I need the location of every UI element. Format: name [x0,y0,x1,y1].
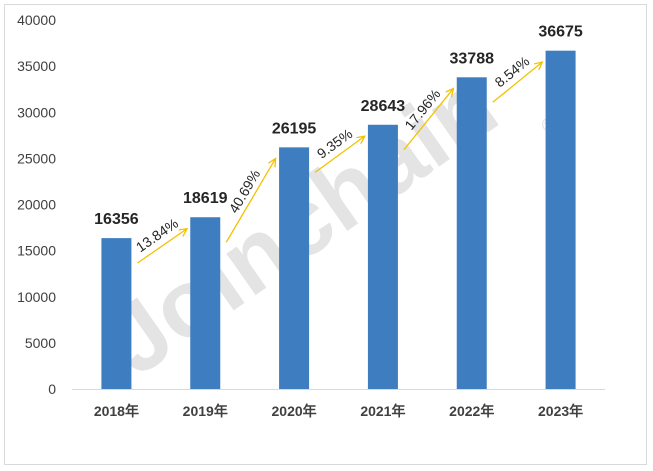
growth-label: 8.54% [492,53,533,90]
data-label: 33788 [450,50,495,67]
growth-arrow [403,89,453,151]
data-label: 16356 [94,211,139,228]
y-tick-label: 25000 [17,150,56,166]
x-tick-label: 2022年 [449,403,494,419]
x-axis: 2018年 2019年 2020年 2021年 2022年 2023年 [94,403,583,419]
data-label: 18619 [183,190,228,207]
x-tick-label: 2019年 [183,403,228,419]
y-tick-label: 0 [48,381,56,397]
y-axis: 0 5000 10000 15000 20000 25000 30000 35000 40000 [17,12,56,397]
data-label: 36675 [538,24,583,41]
y-tick-label: 20000 [17,197,56,213]
x-tick-label: 2021年 [360,403,405,419]
x-tick-label: 2020年 [272,403,317,419]
y-tick-label: 40000 [17,12,56,28]
growth-arrow [137,229,186,264]
bar [101,238,132,389]
x-tick-label: 2023年 [538,403,583,419]
bar [367,124,398,390]
bar [190,217,221,389]
bars [101,50,576,390]
y-tick-label: 5000 [25,335,56,351]
bar [456,77,487,390]
data-label: 26195 [272,120,317,137]
x-tick-label: 2018年 [94,403,139,419]
bar [279,147,310,389]
y-tick-label: 35000 [17,58,56,74]
y-tick-label: 30000 [17,104,56,120]
y-tick-label: 10000 [17,289,56,305]
growth-arrow [314,137,364,173]
y-tick-label: 15000 [17,243,56,259]
growth-arrow [492,63,542,103]
value-labels: 16356 18619 26195 28643 33788 36675 [94,24,583,228]
bar [545,50,576,389]
growth-arrow [225,159,275,243]
data-label: 28643 [361,98,406,115]
